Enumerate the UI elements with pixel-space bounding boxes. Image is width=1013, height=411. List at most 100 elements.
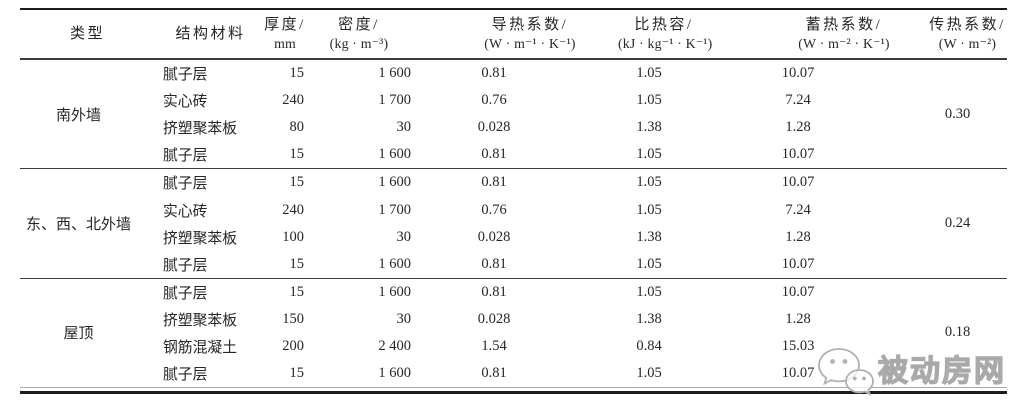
density-cell: 30 <box>396 310 412 327</box>
column-title-heat-transfer: 传热系数/ <box>929 17 1006 33</box>
storage-cell: 10.07 <box>781 255 815 272</box>
table-row: 屋顶 腻子层 15 1 600 0.81 1.05 10.07 0.18 <box>20 278 1007 343</box>
storage-cell: 1.28 <box>785 310 811 327</box>
k-value-cell: 0.30 <box>944 105 971 122</box>
column-unit-thickness: mm <box>274 36 296 51</box>
column-header-type: 类型 <box>20 9 155 59</box>
density-cell: 1 600 <box>378 174 411 191</box>
specific-heat-cell: 0.84 <box>636 337 662 354</box>
thermal-properties-table: 类型 结构材料 厚度/ mm 密度/ (kg · m⁻³) 导热系数/ (W ·… <box>20 8 1007 389</box>
density-cell: 2 400 <box>378 337 411 354</box>
column-title-thickness: 厚度/ <box>264 17 306 33</box>
thickness-cell: 15 <box>289 174 305 191</box>
watermark: 被动房网 <box>816 344 1006 400</box>
thickness-cell: 240 <box>282 201 304 218</box>
storage-cell: 10.07 <box>781 283 815 300</box>
conductivity-cell: 0.81 <box>481 174 507 191</box>
column-unit-heat-transfer: (W · m⁻²) <box>938 36 997 51</box>
material-cell: 挤塑聚苯板 <box>163 121 237 138</box>
material-cell: 实心砖 <box>163 203 208 220</box>
column-unit-density: (kg · m⁻³) <box>329 36 389 51</box>
density-cell: 1 600 <box>378 365 411 382</box>
column-title-storage-coefficient: 蓄热系数/ <box>805 17 883 33</box>
density-cell: 1 600 <box>378 283 411 300</box>
specific-heat-cell: 1.05 <box>636 92 662 109</box>
table-row: 实心砖 240 1 700 0.76 1.05 7.24 <box>20 87 1007 114</box>
density-cell: 30 <box>396 119 412 136</box>
material-cell: 挤塑聚苯板 <box>163 230 237 247</box>
wall-type-cell: 南外墙 <box>55 107 101 124</box>
thickness-cell: 15 <box>289 283 305 300</box>
group-roof: 屋顶 腻子层 15 1 600 0.81 1.05 10.07 0.18 挤塑聚… <box>20 278 1007 387</box>
k-value-cell: 0.18 <box>944 324 971 341</box>
table-row: 腻子层 15 1 600 0.81 1.05 10.07 <box>20 141 1007 169</box>
table-row: 实心砖 240 1 700 0.76 1.05 7.24 <box>20 196 1007 223</box>
material-cell: 挤塑聚苯板 <box>163 312 237 329</box>
column-title-type: 类型 <box>69 26 105 42</box>
storage-cell: 10.07 <box>781 174 815 191</box>
storage-cell: 1.28 <box>785 119 811 136</box>
thickness-cell: 100 <box>282 228 304 245</box>
table-row: 南外墙 腻子层 15 1 600 0.81 1.05 10.07 0.30 <box>20 59 1007 124</box>
conductivity-cell: 0.81 <box>481 283 507 300</box>
specific-heat-cell: 1.05 <box>636 146 662 163</box>
specific-heat-cell: 1.05 <box>636 365 662 382</box>
storage-cell: 7.24 <box>785 201 811 218</box>
column-header-material: 结构材料 <box>155 9 252 59</box>
conductivity-cell: 0.028 <box>477 310 511 327</box>
material-cell: 实心砖 <box>163 94 208 111</box>
group-ewn-wall: 东、西、北外墙 腻子层 15 1 600 0.81 1.05 10.07 0.2… <box>20 168 1007 279</box>
table-row: 挤塑聚苯板 100 30 0.028 1.38 1.28 <box>20 224 1007 251</box>
material-cell: 腻子层 <box>163 176 208 193</box>
conductivity-cell: 0.76 <box>481 201 507 218</box>
conductivity-cell: 0.028 <box>477 228 511 245</box>
column-unit-storage-coefficient: (W · m⁻² · K⁻¹) <box>798 36 890 51</box>
thickness-cell: 15 <box>289 255 305 272</box>
material-cell: 腻子层 <box>163 257 208 274</box>
material-cell: 钢筋混凝土 <box>163 339 237 356</box>
table-row: 腻子层 15 1 600 0.81 1.05 10.07 <box>20 251 1007 279</box>
table-row: 挤塑聚苯板 150 30 0.028 1.38 1.28 <box>20 306 1007 333</box>
table-header-row: 类型 结构材料 厚度/ mm 密度/ (kg · m⁻³) 导热系数/ (W ·… <box>20 9 1007 59</box>
group-south-wall: 南外墙 腻子层 15 1 600 0.81 1.05 10.07 0.30 实心… <box>20 59 1007 169</box>
storage-cell: 7.24 <box>785 92 811 109</box>
conductivity-cell: 0.76 <box>481 92 507 109</box>
storage-cell: 10.07 <box>781 146 815 163</box>
specific-heat-cell: 1.05 <box>636 283 662 300</box>
column-unit-specific-heat: (kJ · kg⁻¹ · K⁻¹) <box>618 36 713 51</box>
conductivity-cell: 0.81 <box>481 365 507 382</box>
specific-heat-cell: 1.05 <box>636 65 662 82</box>
storage-cell: 10.07 <box>781 365 815 382</box>
storage-cell: 10.07 <box>781 65 815 82</box>
density-cell: 30 <box>396 228 412 245</box>
column-title-conductivity: 导热系数/ <box>491 17 569 33</box>
table-bottom-rule <box>20 391 1007 394</box>
wall-type-cell: 屋顶 <box>63 326 94 343</box>
table-row: 钢筋混凝土 200 2 400 1.54 0.84 15.03 <box>20 333 1007 360</box>
specific-heat-cell: 1.38 <box>636 310 662 327</box>
density-cell: 1 600 <box>378 65 411 82</box>
column-header-specific-heat: 比热容/ (kJ · kg⁻¹ · K⁻¹) <box>618 9 760 59</box>
watermark-text: 被动房网 <box>877 355 1006 388</box>
wechat-bubbles-icon <box>816 346 874 398</box>
column-title-density: 密度/ <box>338 17 380 33</box>
specific-heat-cell: 1.05 <box>636 201 662 218</box>
column-header-density: 密度/ (kg · m⁻³) <box>318 9 442 59</box>
density-cell: 1 600 <box>378 146 411 163</box>
conductivity-cell: 1.54 <box>481 337 507 354</box>
column-unit-conductivity: (W · m⁻¹ · K⁻¹) <box>484 36 576 51</box>
thickness-cell: 80 <box>289 119 305 136</box>
material-cell: 腻子层 <box>163 367 208 384</box>
wall-type-cell: 东、西、北外墙 <box>25 217 131 234</box>
thickness-cell: 15 <box>289 365 305 382</box>
table-row: 东、西、北外墙 腻子层 15 1 600 0.81 1.05 10.07 0.2… <box>20 169 1007 233</box>
storage-cell: 15.03 <box>781 337 815 354</box>
table-row: 腻子层 15 1 600 0.81 1.05 10.07 <box>20 360 1007 388</box>
thickness-cell: 15 <box>289 65 305 82</box>
column-header-heat-transfer: 传热系数/ (W · m⁻²) <box>928 9 1007 59</box>
specific-heat-cell: 1.38 <box>636 228 662 245</box>
material-cell: 腻子层 <box>163 148 208 165</box>
material-cell: 腻子层 <box>163 67 208 84</box>
specific-heat-cell: 1.05 <box>636 255 662 272</box>
